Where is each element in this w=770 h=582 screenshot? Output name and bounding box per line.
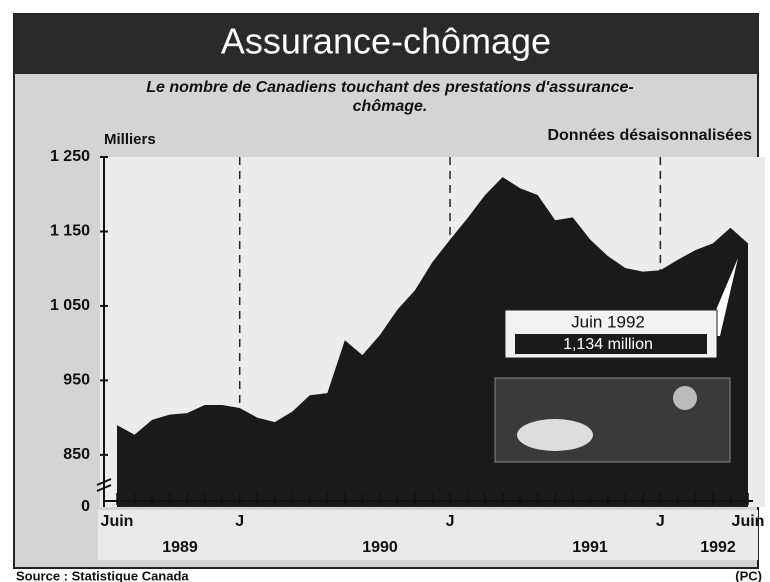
y-tick-label: 1 150 <box>50 223 90 240</box>
note: Données désaisonnalisées <box>547 127 752 144</box>
illustration-seal <box>517 419 593 451</box>
year-label: 1989 <box>162 539 198 556</box>
y-break-label: 0 <box>81 498 90 515</box>
y-axis-label: Milliers <box>104 131 156 148</box>
annotation-value: 1,134 million <box>563 336 653 353</box>
x-tick-label: J <box>656 513 665 530</box>
chart: Assurance-chômage Le nombre de Canadiens… <box>0 0 770 582</box>
credit: (PC) <box>735 568 762 582</box>
illustration <box>495 378 730 462</box>
y-tick-label: 950 <box>63 372 90 389</box>
x-tick-label: Juin <box>732 513 765 530</box>
source: Source : Statistique Canada <box>16 568 189 582</box>
year-label: 1990 <box>362 539 398 556</box>
x-tick-label: J <box>235 513 244 530</box>
chart-title: Assurance-chômage <box>221 21 551 62</box>
y-tick-label: 1 050 <box>50 297 90 314</box>
year-label: 1992 <box>700 539 736 556</box>
subtitle-box: Le nombre de Canadiens touchant des pres… <box>110 78 670 124</box>
y-tick-label: 850 <box>63 446 90 463</box>
y-tick-label: 1 250 <box>50 148 90 165</box>
annotation-title: Juin 1992 <box>571 312 645 331</box>
illustration-logo <box>673 386 697 410</box>
year-label: 1991 <box>572 539 608 556</box>
x-tick-label: Juin <box>101 513 134 530</box>
chart-subtitle: Le nombre de Canadiens touchant des pres… <box>110 78 670 116</box>
x-tick-label: J <box>446 513 455 530</box>
